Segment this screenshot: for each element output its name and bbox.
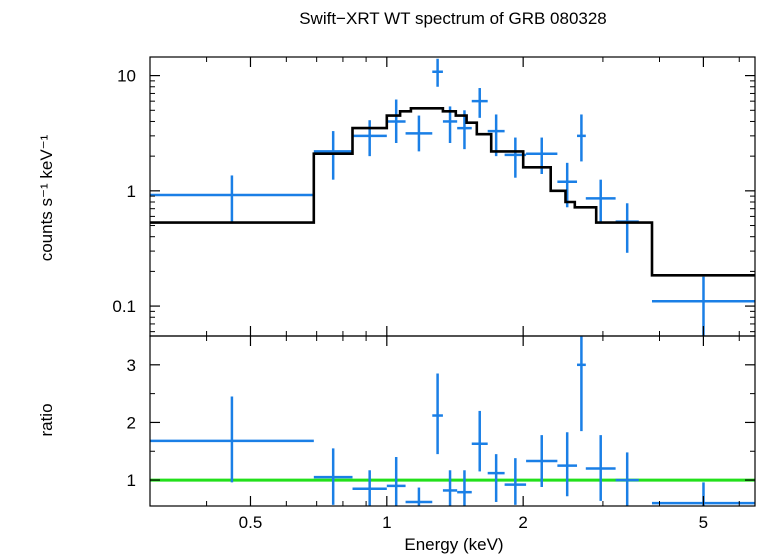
data-point xyxy=(615,203,639,253)
data-point xyxy=(471,410,488,472)
data-point xyxy=(557,432,578,497)
data-point xyxy=(557,162,578,208)
data-point xyxy=(487,114,505,157)
ratio-plot-area xyxy=(150,336,755,506)
data-point xyxy=(352,470,387,506)
data-point xyxy=(471,88,488,118)
y-tick-label: 10 xyxy=(117,67,136,86)
x-tick-label: 1 xyxy=(382,513,391,532)
chart-title: Swift−XRT WT spectrum of GRB 080328 xyxy=(299,9,607,28)
x-tick-label: 0.5 xyxy=(239,513,263,532)
x-tick-label: 5 xyxy=(699,513,708,532)
y-tick-label: 2 xyxy=(127,413,136,432)
data-point xyxy=(386,99,406,144)
data-point xyxy=(585,179,616,224)
x-axis-label: Energy (keV) xyxy=(404,535,503,554)
ratio-y-axis-label: ratio xyxy=(37,403,56,436)
data-point xyxy=(352,120,387,157)
data-point xyxy=(150,396,314,483)
data-point xyxy=(526,435,558,487)
data-point xyxy=(405,115,433,152)
data-point xyxy=(432,58,443,87)
data-point xyxy=(432,373,443,455)
y-tick-label: 1 xyxy=(127,471,136,490)
spectrum-y-axis-label: counts s⁻¹ keV⁻¹ xyxy=(37,134,56,261)
model-step-line xyxy=(150,107,755,277)
data-point xyxy=(577,336,586,432)
y-tick-label: 3 xyxy=(127,356,136,375)
y-tick-label: 0.1 xyxy=(112,297,136,316)
data-point xyxy=(405,487,433,506)
spectrum-panel: 0.1 1 10 xyxy=(112,56,756,337)
data-point xyxy=(585,435,616,501)
x-tick-label: 2 xyxy=(518,513,527,532)
ratio-frame xyxy=(149,335,756,507)
data-point xyxy=(577,114,586,162)
data-point xyxy=(313,448,353,505)
data-point xyxy=(487,454,505,502)
y-tick-label: 1 xyxy=(127,182,136,201)
data-point xyxy=(442,470,458,506)
data-point xyxy=(386,457,406,506)
data-point xyxy=(313,131,353,180)
spectrum-frame xyxy=(149,56,756,337)
data-point xyxy=(615,452,639,506)
data-point xyxy=(457,470,472,506)
data-point xyxy=(504,458,527,505)
data-point xyxy=(150,175,314,224)
spectrum-plot-area xyxy=(150,58,755,336)
ratio-panel: 0.5 1 2 5 1 2 3 xyxy=(127,335,756,532)
